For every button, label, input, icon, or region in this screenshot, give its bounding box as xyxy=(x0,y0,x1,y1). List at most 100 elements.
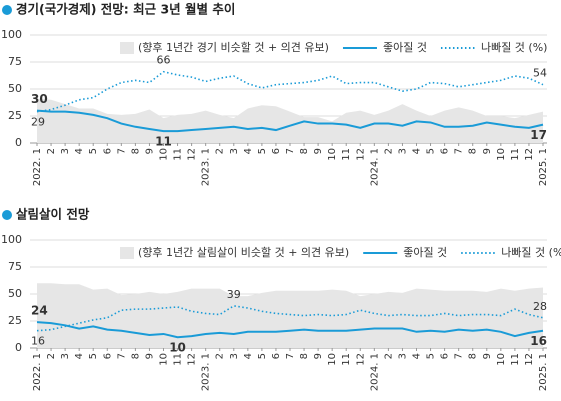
x-tick-label: 8 xyxy=(130,353,141,359)
x-tick-label: 12 xyxy=(524,148,535,161)
x-tick-label: 2 xyxy=(383,353,394,359)
x-tick-label: 12 xyxy=(355,148,366,161)
x-tick-label: 8 xyxy=(299,148,310,154)
x-tick-label: 7 xyxy=(454,353,465,359)
data-label: 10 xyxy=(169,341,186,355)
x-tick-label: 11 xyxy=(173,353,184,366)
data-label: 28 xyxy=(533,300,547,313)
x-tick-label: 2 xyxy=(215,148,226,154)
dotted-line xyxy=(36,305,544,332)
y-tick-label: 0 xyxy=(15,341,22,354)
legend-label: 나빠질 것 (%) xyxy=(501,246,561,259)
chart: 경기(국가경제) 전망: 최근 3년 월별 추이02550751002022. … xyxy=(1,2,549,187)
y-tick-label: 100 xyxy=(1,233,22,246)
data-label: 29 xyxy=(31,116,45,129)
x-tick-label: 9 xyxy=(482,148,493,154)
x-tick-label: 8 xyxy=(130,148,141,154)
x-tick-label: 9 xyxy=(482,353,493,359)
x-tick-label: 6 xyxy=(440,353,451,359)
y-tick-label: 50 xyxy=(8,287,22,300)
x-tick-label: 12 xyxy=(524,353,535,366)
x-tick-label: 4 xyxy=(412,148,423,154)
x-tick-label: 4 xyxy=(243,353,254,359)
legend-bg xyxy=(116,40,547,56)
solid-line xyxy=(36,109,544,133)
x-tick-label: 2023. 1 xyxy=(201,148,212,186)
data-label: 11 xyxy=(155,135,172,149)
legend-bg xyxy=(116,245,547,261)
title-bullet xyxy=(2,5,12,15)
x-tick-label: 3 xyxy=(229,353,240,359)
y-tick-label: 75 xyxy=(8,55,22,68)
x-tick-label: 10 xyxy=(159,353,170,366)
data-label: 54 xyxy=(533,67,547,80)
x-tick-label: 11 xyxy=(510,353,521,366)
x-tick-label: 11 xyxy=(341,148,352,161)
x-tick-label: 9 xyxy=(144,148,155,154)
x-tick-label: 8 xyxy=(468,148,479,154)
x-tick-label: 6 xyxy=(102,353,113,359)
x-tick-label: 2 xyxy=(215,353,226,359)
x-tick-label: 11 xyxy=(173,148,184,161)
x-tick-label: 12 xyxy=(355,353,366,366)
legend-label: (향후 1년간 살림살이 비슷할 것 + 의견 유보) xyxy=(138,246,349,259)
x-tick-label: 10 xyxy=(327,148,338,161)
x-tick-label: 10 xyxy=(496,148,507,161)
data-label: 30 xyxy=(31,92,48,106)
y-tick-label: 25 xyxy=(8,314,22,327)
x-tick-label: 3 xyxy=(397,148,408,154)
x-tick-label: 4 xyxy=(74,148,85,154)
x-tick-label: 2022. 1 xyxy=(32,353,43,391)
x-tick-label: 6 xyxy=(271,148,282,154)
x-tick-label: 2024. 1 xyxy=(369,148,380,186)
x-tick-label: 3 xyxy=(229,148,240,154)
chart-title: 살림살이 전망 xyxy=(16,207,90,222)
x-tick-label: 9 xyxy=(144,353,155,359)
x-tick-label: 2 xyxy=(383,148,394,154)
chart-title: 경기(국가경제) 전망: 최근 3년 월별 추이 xyxy=(16,2,235,17)
x-tick-label: 7 xyxy=(116,148,127,154)
data-label: 66 xyxy=(157,54,171,67)
data-label: 16 xyxy=(31,335,45,348)
x-tick-label: 4 xyxy=(412,353,423,359)
solid-line xyxy=(36,321,544,339)
x-tick-label: 2025. 1 xyxy=(538,148,549,186)
x-tick-label: 5 xyxy=(426,148,437,154)
x-tick-label: 6 xyxy=(440,148,451,154)
y-tick-label: 50 xyxy=(8,82,22,95)
x-tick-label: 10 xyxy=(159,148,170,161)
x-tick-label: 2025. 1 xyxy=(538,353,549,391)
y-tick-label: 0 xyxy=(15,136,22,149)
y-tick-label: 100 xyxy=(1,28,22,41)
data-label: 39 xyxy=(227,288,241,301)
x-tick-label: 8 xyxy=(299,353,310,359)
x-tick-label: 7 xyxy=(285,148,296,154)
x-tick-label: 3 xyxy=(397,353,408,359)
x-tick-label: 9 xyxy=(313,353,324,359)
y-tick-label: 75 xyxy=(8,260,22,273)
x-tick-label: 4 xyxy=(243,148,254,154)
legend-label: (향후 1년간 경기 비슷할 것 + 의견 유보) xyxy=(138,41,329,54)
x-tick-label: 12 xyxy=(187,148,198,161)
area xyxy=(37,283,543,348)
x-tick-label: 12 xyxy=(187,353,198,366)
x-tick-label: 6 xyxy=(271,353,282,359)
legend-swatch xyxy=(120,42,134,54)
x-tick-label: 3 xyxy=(60,353,71,359)
x-tick-label: 7 xyxy=(116,353,127,359)
y-tick-label: 25 xyxy=(8,109,22,122)
x-tick-label: 2022. 1 xyxy=(32,148,43,186)
x-tick-label: 2024. 1 xyxy=(369,353,380,391)
x-tick-label: 10 xyxy=(496,353,507,366)
x-tick-label: 10 xyxy=(327,353,338,366)
data-label: 24 xyxy=(31,304,48,318)
x-tick-label: 5 xyxy=(257,353,268,359)
dotted-line xyxy=(36,70,544,113)
x-tick-label: 9 xyxy=(313,148,324,154)
data-label: 17 xyxy=(530,128,547,142)
x-tick-label: 2 xyxy=(46,353,57,359)
x-tick-label: 8 xyxy=(468,353,479,359)
x-tick-label: 6 xyxy=(102,148,113,154)
